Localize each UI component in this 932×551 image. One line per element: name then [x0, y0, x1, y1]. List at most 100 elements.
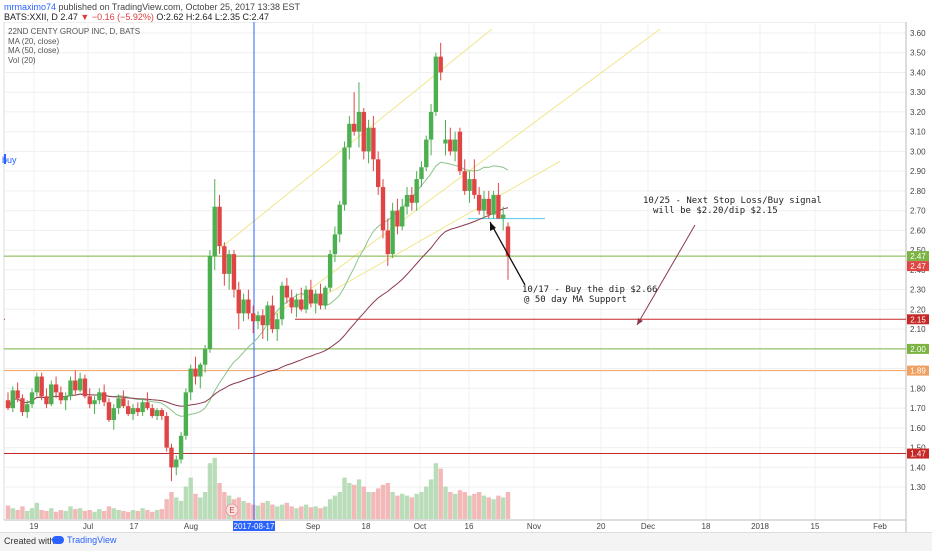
candle-body[interactable]: [448, 139, 453, 152]
candle-body[interactable]: [275, 319, 280, 330]
candle-body[interactable]: [121, 398, 126, 407]
candle-body[interactable]: [10, 390, 16, 409]
candle-body[interactable]: [424, 139, 429, 168]
candle-body[interactable]: [299, 299, 304, 310]
candle-body[interactable]: [486, 198, 491, 215]
candle-body[interactable]: [351, 123, 357, 132]
earnings-marker-icon[interactable]: [225, 503, 239, 517]
candle-body[interactable]: [323, 287, 328, 306]
candle-body[interactable]: [294, 299, 299, 308]
candle-body[interactable]: [49, 384, 54, 405]
candle-body[interactable]: [500, 214, 506, 219]
legend-vol[interactable]: Vol (20): [8, 55, 36, 65]
candle-body[interactable]: [289, 297, 294, 308]
price-chart[interactable]: 3.60 3.50 3.40 3.30 3.20 3.10 3.00 2.90 2.80 2.70…: [0, 22, 932, 532]
annotation-stop-loss[interactable]: 10/25 - Next Stop Loss/Buy signal will be…: [643, 196, 822, 216]
candle-body[interactable]: [347, 123, 352, 148]
candle-body[interactable]: [15, 390, 20, 399]
candle-body[interactable]: [265, 305, 270, 326]
legend-ma50[interactable]: MA (50, close): [8, 46, 60, 55]
candle-body[interactable]: [44, 396, 49, 405]
candle-body[interactable]: [101, 392, 107, 403]
candle-body[interactable]: [404, 194, 410, 207]
candle-body[interactable]: [342, 147, 347, 205]
candle-body[interactable]: [154, 410, 160, 417]
candle-body[interactable]: [68, 380, 73, 397]
candle-body[interactable]: [111, 408, 116, 420]
candle-body[interactable]: [361, 111, 366, 152]
candle-body[interactable]: [202, 348, 208, 365]
candle-body[interactable]: [467, 179, 472, 191]
candle-body[interactable]: [371, 127, 376, 160]
candle-body[interactable]: [400, 206, 405, 227]
candle-body[interactable]: [183, 392, 189, 436]
candle-body[interactable]: [178, 435, 184, 460]
candle-body[interactable]: [217, 206, 222, 247]
candle-body[interactable]: [250, 313, 256, 322]
tradingview-link[interactable]: TradingView: [52, 535, 117, 545]
candle-body[interactable]: [241, 299, 246, 314]
candle-body[interactable]: [260, 315, 266, 326]
candle-body[interactable]: [390, 210, 395, 255]
candle-body[interactable]: [106, 402, 112, 420]
candle-body[interactable]: [380, 186, 386, 231]
candle-body[interactable]: [395, 210, 400, 227]
candle-body[interactable]: [366, 127, 371, 152]
candle-body[interactable]: [207, 256, 213, 349]
candle-body[interactable]: [58, 392, 64, 401]
candle-body[interactable]: [337, 204, 342, 235]
candle-body[interactable]: [116, 398, 121, 409]
candle-body[interactable]: [193, 368, 198, 377]
candle-body[interactable]: [159, 410, 165, 417]
candle-body[interactable]: [77, 378, 83, 391]
candle-body[interactable]: [279, 285, 285, 320]
candle-body[interactable]: [443, 139, 448, 144]
candle-body[interactable]: [476, 194, 482, 211]
candle-body[interactable]: [73, 380, 78, 391]
candle-body[interactable]: [505, 226, 511, 257]
candle-body[interactable]: [150, 408, 155, 417]
candle-body[interactable]: [34, 376, 40, 393]
candle-body[interactable]: [145, 402, 150, 409]
candle-body[interactable]: [25, 404, 30, 413]
candle-body[interactable]: [125, 406, 131, 415]
candle-body[interactable]: [409, 194, 415, 203]
candle-body[interactable]: [236, 289, 241, 314]
candle-body[interactable]: [87, 396, 92, 405]
annotation-buy-dip[interactable]: 10/17 - Buy the dip $2.66 @ 50 day MA Sup…: [522, 285, 657, 305]
candle-body[interactable]: [332, 234, 338, 255]
candle-body[interactable]: [414, 179, 419, 203]
candle-body[interactable]: [53, 384, 59, 393]
candle-body[interactable]: [318, 293, 323, 306]
candle-body[interactable]: [375, 159, 381, 187]
candle-body[interactable]: [457, 131, 463, 172]
candle-body[interactable]: [327, 254, 333, 288]
candle-body[interactable]: [419, 167, 424, 180]
author-link[interactable]: mrmaximo74: [4, 2, 57, 12]
candle-body[interactable]: [188, 368, 193, 393]
candle-body[interactable]: [481, 198, 487, 211]
candle-body[interactable]: [5, 400, 11, 409]
candle-body[interactable]: [433, 56, 439, 112]
candle-body[interactable]: [92, 400, 97, 405]
candle-body[interactable]: [491, 194, 496, 215]
candle-body[interactable]: [308, 289, 314, 304]
candle-body[interactable]: [428, 111, 434, 140]
candle-body[interactable]: [452, 139, 458, 152]
candle-body[interactable]: [29, 392, 35, 405]
candle-body[interactable]: [255, 315, 261, 322]
candle-body[interactable]: [135, 408, 141, 413]
candle-body[interactable]: [472, 179, 477, 195]
candle-body[interactable]: [20, 398, 25, 413]
candle-body[interactable]: [313, 293, 318, 304]
candle-body[interactable]: [212, 206, 217, 257]
candle-body[interactable]: [63, 396, 68, 401]
candle-body[interactable]: [140, 402, 145, 413]
candle-body[interactable]: [130, 408, 136, 415]
candle-body[interactable]: [222, 246, 227, 274]
candle-body[interactable]: [39, 376, 44, 397]
candle-body[interactable]: [97, 392, 102, 401]
candle-body[interactable]: [496, 194, 501, 219]
candle-body[interactable]: [303, 289, 309, 310]
candle-body[interactable]: [284, 285, 290, 298]
